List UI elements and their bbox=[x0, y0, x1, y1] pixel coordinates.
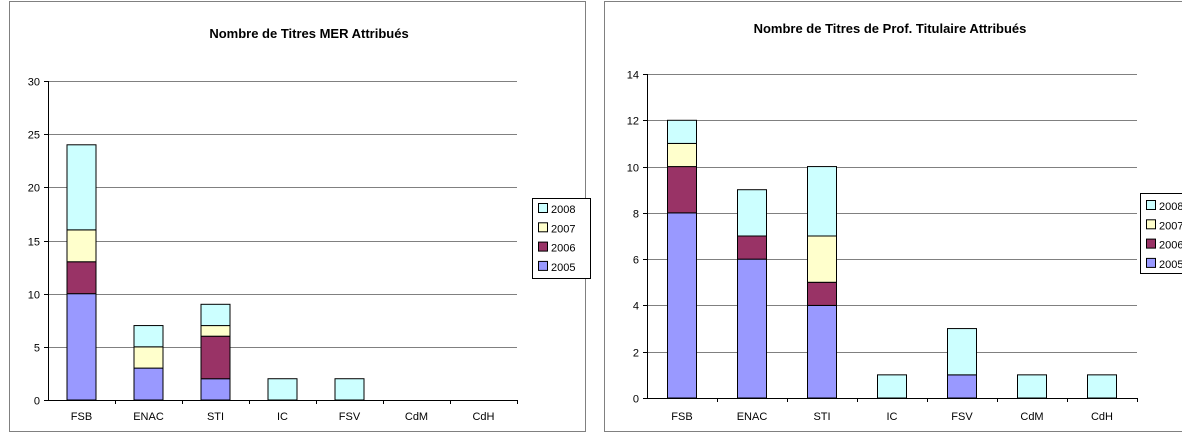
y-tick-label: 30 bbox=[28, 77, 40, 89]
chart-mer-svg: Nombre de Titres MER Attribués 0 5 10 15 20 25… bbox=[9, 1, 591, 432]
legend-swatch-2008 bbox=[1146, 200, 1156, 210]
y-tick-label: 15 bbox=[28, 237, 40, 249]
bar-cdh-2008 bbox=[1087, 374, 1117, 399]
y-tick-label: 8 bbox=[633, 209, 639, 221]
legend-swatch-2007 bbox=[538, 222, 548, 233]
legend-swatch-2006 bbox=[538, 241, 548, 252]
x-tick-label: CdM bbox=[405, 411, 428, 423]
legend-swatch-2005 bbox=[538, 260, 548, 271]
bar-fsb-2007 bbox=[667, 142, 697, 168]
y-tick-label: 10 bbox=[627, 163, 639, 175]
chart-panel-mer: Nombre de Titres MER Attribués 0 5 10 15 20 25… bbox=[8, 0, 591, 432]
bar-fsb-2008 bbox=[66, 144, 97, 231]
bar-cdm-2008 bbox=[1017, 374, 1047, 399]
legend-swatch-2007 bbox=[1146, 219, 1156, 230]
chart-title: Nombre de Titres de Prof. Titulaire Attr… bbox=[754, 21, 1027, 36]
chart-title: Nombre de Titres MER Attribués bbox=[209, 26, 408, 41]
bar-fsv-2008 bbox=[947, 328, 977, 376]
x-tick-label: ENAC bbox=[133, 411, 164, 423]
y-tick-label: 12 bbox=[627, 116, 639, 128]
x-tick-label: ENAC bbox=[737, 411, 768, 423]
x-tick-label: STI bbox=[813, 411, 830, 423]
bar-enac-2005 bbox=[133, 367, 164, 401]
legend-entry-2007: 2007 bbox=[551, 223, 575, 235]
y-tick-label: 5 bbox=[34, 343, 40, 355]
y-tick-label: 25 bbox=[28, 130, 40, 142]
bar-enac-2005 bbox=[737, 258, 767, 399]
y-tick-label: 6 bbox=[633, 255, 639, 267]
y-tick-label: 4 bbox=[633, 301, 639, 313]
x-tick-label: FSV bbox=[339, 411, 361, 423]
legend-entry-2008: 2008 bbox=[1159, 201, 1182, 213]
bar-ic-2008 bbox=[877, 374, 907, 399]
chart-frame bbox=[604, 1, 1182, 432]
bar-fsv-2005 bbox=[947, 374, 977, 399]
bar-sti-2006 bbox=[200, 335, 231, 380]
legend-entry-2005: 2005 bbox=[551, 262, 575, 274]
x-tick-label: CdH bbox=[1091, 411, 1113, 423]
y-tick-label: 10 bbox=[28, 290, 40, 302]
bar-enac-2008 bbox=[133, 325, 164, 348]
y-tick-label: 20 bbox=[28, 183, 40, 195]
x-tick-label: FSV bbox=[951, 411, 973, 423]
chart-prof-titulaire-svg: Nombre de Titres de Prof. Titulaire Attr… bbox=[604, 1, 1182, 432]
y-tick-label: 2 bbox=[633, 348, 639, 360]
bar-fsb-2008 bbox=[667, 119, 697, 144]
bar-fsv-2008 bbox=[334, 378, 365, 401]
legend-swatch-2005 bbox=[1146, 257, 1156, 268]
legend-entry-2007: 2007 bbox=[1159, 220, 1182, 232]
legend-entry-2008: 2008 bbox=[551, 204, 575, 216]
bar-sti-2008 bbox=[200, 303, 231, 327]
legend-entry-2006: 2006 bbox=[551, 243, 575, 255]
x-tick-label: IC bbox=[887, 411, 898, 423]
legend-swatch-2006 bbox=[1146, 238, 1156, 249]
chart-panel-prof-titulaire: Nombre de Titres de Prof. Titulaire Attr… bbox=[603, 0, 1182, 433]
bar-fsb-2005 bbox=[66, 293, 97, 401]
bar-sti-2008 bbox=[807, 166, 837, 237]
x-tick-label: IC bbox=[277, 411, 288, 423]
x-tick-label: CdM bbox=[1020, 411, 1043, 423]
bar-sti-2006 bbox=[807, 281, 837, 306]
legend-entry-2006: 2006 bbox=[1159, 240, 1182, 252]
y-tick-label: 14 bbox=[627, 70, 639, 82]
bar-ic-2008 bbox=[267, 378, 298, 401]
bar-sti-2005 bbox=[807, 304, 837, 399]
bar-fsb-2006 bbox=[66, 261, 97, 295]
bar-enac-2006 bbox=[737, 235, 767, 260]
bar-enac-2008 bbox=[737, 189, 767, 237]
bar-fsb-2006 bbox=[667, 166, 697, 214]
y-tick-label: 0 bbox=[34, 396, 40, 408]
bar-fsb-2005 bbox=[667, 212, 697, 399]
x-tick-label: FSB bbox=[71, 411, 92, 423]
y-tick-label: 0 bbox=[633, 394, 639, 406]
bar-sti-2005 bbox=[200, 378, 231, 401]
legend-entry-2005: 2005 bbox=[1159, 259, 1182, 271]
bar-sti-2007 bbox=[807, 235, 837, 283]
x-tick-label: FSB bbox=[671, 411, 692, 423]
x-tick-label: CdH bbox=[472, 411, 494, 423]
bar-sti-2007 bbox=[200, 325, 231, 337]
bar-enac-2007 bbox=[133, 346, 164, 369]
legend-swatch-2008 bbox=[538, 203, 548, 213]
x-tick-label: STI bbox=[207, 411, 224, 423]
bar-fsb-2007 bbox=[66, 229, 97, 263]
